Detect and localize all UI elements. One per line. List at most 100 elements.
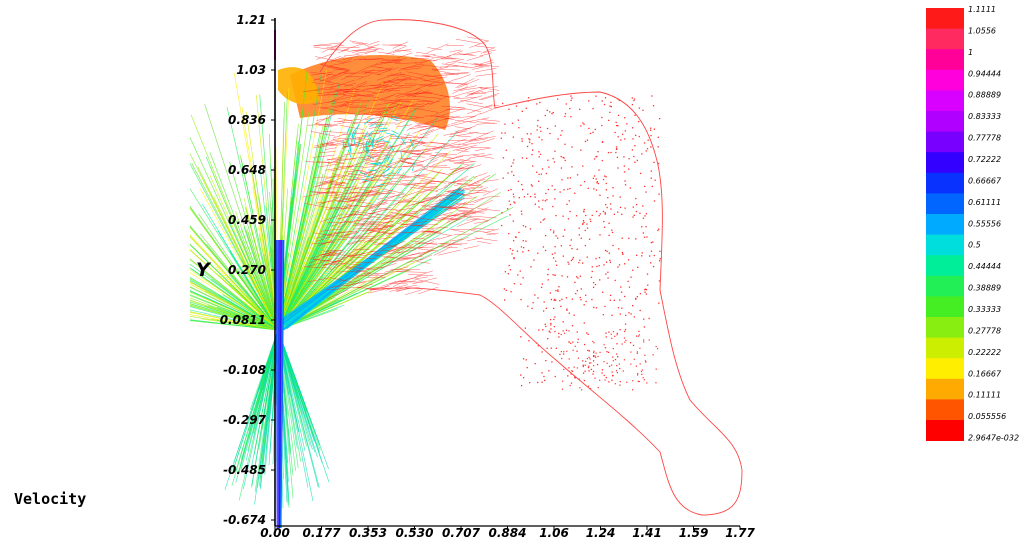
flow-point [561, 388, 564, 390]
flow-point [517, 274, 519, 276]
flow-point [555, 214, 557, 217]
flow-line [368, 271, 393, 282]
flow-line [376, 89, 400, 92]
flow-point [591, 298, 593, 301]
flow-point [530, 133, 532, 135]
flow-point [527, 249, 530, 252]
flow-line [330, 284, 348, 288]
flow-line [467, 184, 481, 187]
flow-point [594, 377, 596, 379]
flow-point [550, 298, 553, 301]
flow-point [584, 244, 587, 247]
flow-point [540, 130, 542, 132]
flow-line [423, 207, 438, 211]
flow-point [554, 125, 556, 127]
flow-line [357, 283, 373, 288]
flow-line [190, 136, 279, 331]
flow-point [583, 208, 585, 211]
colorbar-label: 1.0556 [968, 26, 996, 35]
flow-line [456, 153, 485, 157]
flow-line [368, 200, 388, 209]
flow-point [542, 219, 544, 221]
flow-point [553, 325, 556, 328]
flow-point [599, 351, 601, 354]
flow-point [626, 381, 628, 383]
flow-point [571, 247, 573, 250]
flow-point [534, 196, 536, 198]
flow-line [424, 237, 440, 243]
flow-line [331, 94, 347, 102]
flow-line [277, 175, 417, 331]
flow-line [397, 114, 425, 118]
flow-point [582, 365, 584, 368]
flow-point [549, 229, 552, 231]
flow-line [229, 161, 279, 331]
flow-point [573, 366, 575, 368]
flow-point [508, 264, 510, 267]
flow-line [355, 213, 382, 219]
flow-point [648, 255, 651, 257]
flow-point [520, 336, 522, 338]
flow-point [520, 374, 522, 376]
flow-line [190, 311, 279, 331]
flow-point [553, 230, 555, 232]
flow-line [310, 241, 336, 245]
flow-line [419, 187, 434, 193]
flow-point [615, 151, 617, 154]
flow-point [584, 140, 587, 143]
flow-point [566, 203, 568, 206]
flow-point [610, 208, 612, 210]
flow-line [411, 197, 439, 206]
flow-point [599, 234, 601, 236]
flow-point [617, 114, 620, 117]
flow-point [612, 244, 614, 247]
flow-line [378, 58, 400, 62]
flow-line [331, 100, 349, 105]
flow-point [622, 253, 624, 255]
x-tick-label: 0.884 [489, 526, 527, 537]
flow-point [611, 337, 613, 340]
flow-point [602, 291, 604, 293]
flow-point [643, 326, 646, 328]
flow-line [398, 64, 418, 71]
flow-line [435, 198, 452, 202]
flow-line [380, 260, 396, 265]
flow-line [362, 142, 365, 151]
flow-point [581, 389, 583, 391]
flow-line [377, 193, 406, 200]
flow-point [635, 254, 638, 256]
flow-point [513, 196, 515, 198]
flow-point [596, 155, 598, 158]
flow-line [364, 62, 379, 69]
flow-line [454, 182, 468, 186]
flow-point [634, 161, 636, 163]
flow-line [418, 248, 434, 256]
flow-point [595, 95, 597, 97]
flow-line [453, 85, 477, 92]
flow-point [630, 313, 632, 315]
flow-point [607, 197, 609, 199]
flow-point [538, 173, 540, 176]
flow-point [539, 126, 541, 129]
flow-point [579, 108, 581, 110]
flow-point [650, 127, 652, 129]
flow-point [636, 296, 638, 298]
flow-point [657, 229, 659, 232]
flow-point [595, 352, 597, 354]
flow-point [590, 362, 592, 364]
flow-point [507, 172, 509, 174]
flow-point [630, 363, 632, 365]
flow-line [461, 215, 490, 222]
flow-point [586, 139, 589, 141]
flow-point [647, 139, 649, 141]
flow-point [584, 364, 586, 366]
flow-point [650, 146, 652, 148]
flow-line [411, 163, 415, 171]
flow-line [367, 131, 373, 138]
flow-point [628, 237, 630, 240]
flow-line [351, 253, 366, 256]
flow-point [545, 172, 548, 175]
x-tick-label: 1.06 [539, 526, 569, 537]
flow-line [277, 231, 331, 331]
flow-point [572, 341, 574, 343]
